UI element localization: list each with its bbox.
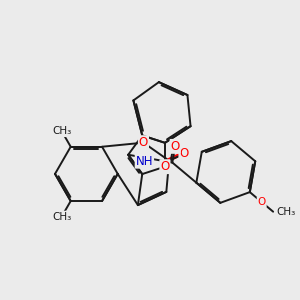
Text: O: O [139,136,148,149]
Text: O: O [179,147,189,160]
Text: NH: NH [136,155,153,168]
Text: CH₃: CH₃ [52,126,71,136]
Text: O: O [160,160,170,173]
Text: O: O [170,140,180,153]
Text: O: O [258,197,266,207]
Text: CH₃: CH₃ [276,207,296,217]
Text: CH₃: CH₃ [52,212,71,221]
